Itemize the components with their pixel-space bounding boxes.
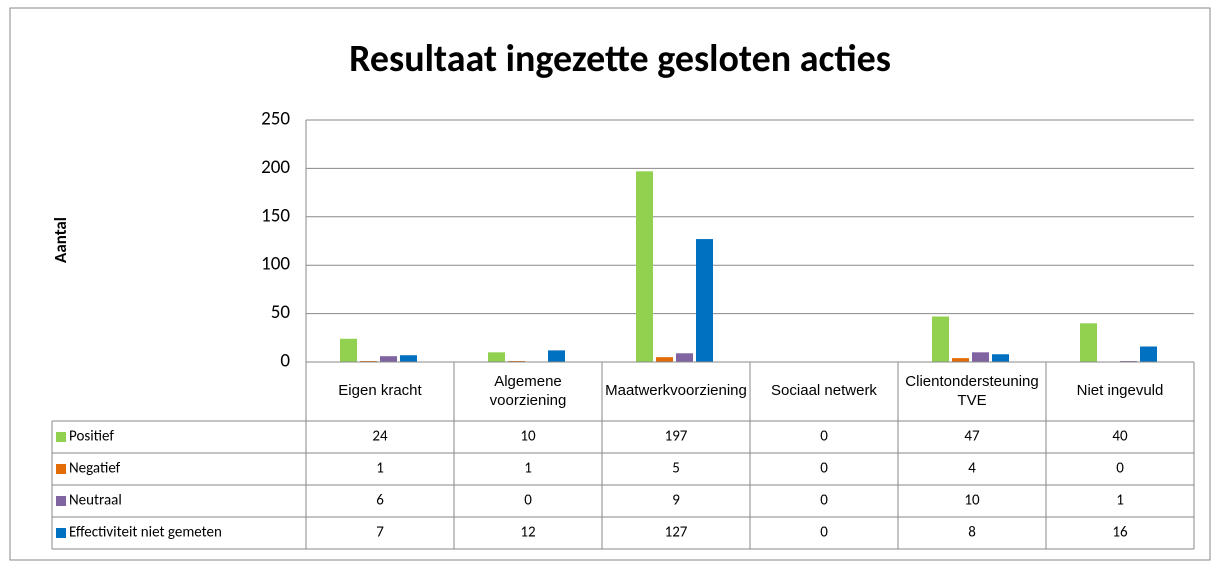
- table-value: 197: [665, 428, 688, 446]
- bar: [400, 355, 417, 362]
- x-tick-label: Algemene voorziening: [489, 372, 567, 409]
- bar: [340, 338, 357, 362]
- legend-key: [56, 528, 66, 538]
- table-value: 4: [968, 460, 976, 478]
- bar: [952, 358, 969, 362]
- x-tick-label-box: Sociaal netwerk: [771, 382, 877, 400]
- y-tick-label: 50: [271, 301, 291, 324]
- table-value: 1: [524, 460, 532, 478]
- legend-label: Negatief: [69, 460, 121, 478]
- x-tick-label: Clientondersteuning TVE: [905, 372, 1039, 409]
- x-tick-label-box: Maatwerkvoorziening: [605, 382, 747, 400]
- table-value: 24: [372, 428, 388, 446]
- table-value: 1: [1116, 492, 1124, 510]
- table-value: 8: [968, 524, 976, 542]
- table-value: 0: [820, 492, 828, 510]
- table-value: 0: [820, 460, 828, 478]
- bar: [992, 354, 1009, 362]
- legend-label: Effectiviteit niet gemeten: [69, 524, 222, 542]
- x-tick-label-box: Niet ingevuld: [1076, 382, 1164, 400]
- bar: [1080, 323, 1097, 362]
- bar: [972, 352, 989, 362]
- x-tick-label-box: Clientondersteuning TVE: [905, 372, 1039, 409]
- table-value: 10: [964, 492, 980, 510]
- table-value: 5: [672, 460, 680, 478]
- bar: [548, 350, 565, 362]
- table-value: 9: [672, 492, 680, 510]
- legend-key: [56, 432, 66, 442]
- table-value: 0: [820, 524, 828, 542]
- y-tick-label: 100: [261, 253, 290, 276]
- legend-label: Neutraal: [69, 492, 122, 510]
- y-axis-label: Aantal: [50, 217, 71, 263]
- x-tick-label-box: Eigen kracht: [338, 382, 422, 400]
- table-value: 16: [1112, 524, 1128, 542]
- x-tick-label: Sociaal netwerk: [771, 382, 877, 400]
- table-value: 12: [520, 524, 535, 542]
- bar: [380, 356, 397, 362]
- table-value: 127: [665, 524, 688, 542]
- x-tick-label-box: Algemene voorziening: [489, 372, 567, 409]
- x-tick-label: Eigen kracht: [338, 382, 422, 400]
- bar: [1140, 346, 1157, 362]
- bar: [488, 352, 505, 362]
- bar: [696, 239, 713, 362]
- y-tick-label: 250: [261, 108, 290, 131]
- legend-key: [56, 496, 66, 506]
- y-tick-label: 150: [261, 204, 290, 227]
- x-tick-label: Maatwerkvoorziening: [605, 382, 747, 400]
- table-value: 10: [520, 428, 536, 446]
- table-value: 6: [376, 492, 384, 510]
- chart-border: [9, 7, 1211, 561]
- bar: [656, 357, 673, 362]
- bar: [676, 353, 693, 362]
- table-value: 0: [1116, 460, 1124, 478]
- table-value: 47: [964, 428, 980, 446]
- bar: [932, 316, 949, 362]
- legend-key: [56, 464, 66, 474]
- table-value: 0: [820, 428, 828, 446]
- bar: [636, 171, 653, 362]
- chart-title: Resultaat ingezette gesloten acties: [349, 36, 891, 82]
- table-value: 40: [1112, 428, 1128, 446]
- table-value: 0: [524, 492, 532, 510]
- x-tick-label: Niet ingevuld: [1076, 382, 1164, 400]
- table-value: 7: [376, 524, 384, 542]
- legend-label: Positief: [69, 428, 114, 446]
- y-tick-label: 200: [261, 156, 290, 179]
- table-value: 1: [376, 460, 384, 478]
- y-tick-label: 0: [280, 350, 290, 373]
